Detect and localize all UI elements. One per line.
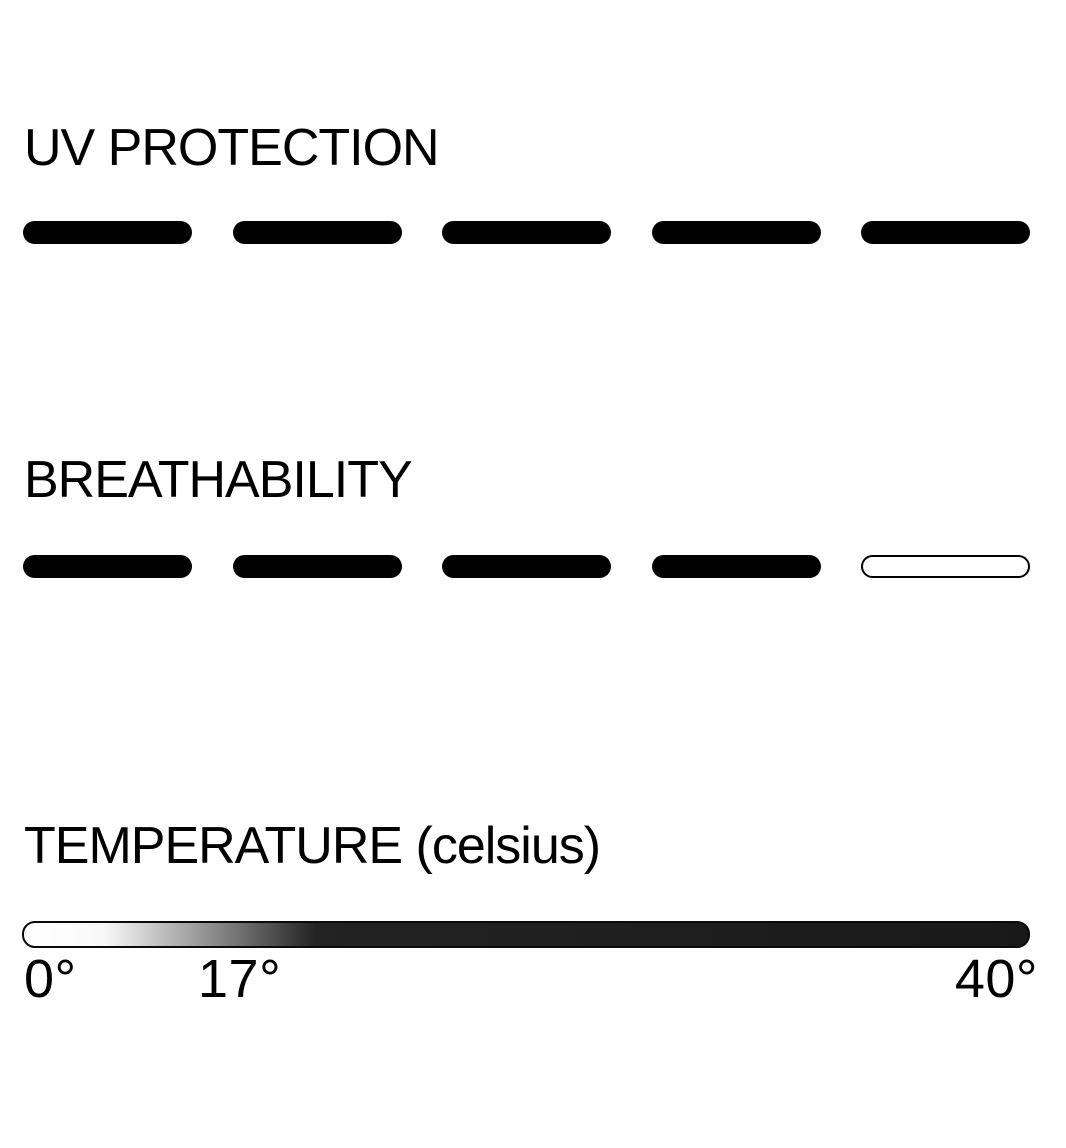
rating-segment-filled <box>232 221 402 244</box>
temperature-gradient-scale <box>22 921 1030 948</box>
temperature-label-max: 40° <box>954 949 1038 1009</box>
temperature-label-min: 0° <box>24 949 77 1009</box>
rating-segment-filled <box>861 221 1030 244</box>
rating-segment-filled <box>651 555 821 578</box>
uv-protection-title: UV PROTECTION <box>24 119 440 177</box>
rating-segment-filled <box>23 555 192 578</box>
temperature-scale-labels: 0° 17° 40° <box>0 952 1066 1012</box>
breathability-rating-bars <box>23 555 1030 578</box>
temperature-label-mid: 17° <box>198 949 282 1009</box>
rating-segment-filled <box>442 221 611 244</box>
rating-segment-filled <box>442 555 611 578</box>
uv-protection-rating-bars <box>23 221 1030 244</box>
rating-segment-filled <box>23 221 192 244</box>
rating-segment-empty <box>861 555 1030 578</box>
breathability-title: BREATHABILITY <box>24 451 413 509</box>
rating-segment-filled <box>232 555 402 578</box>
rating-segment-filled <box>651 221 821 244</box>
temperature-title: TEMPERATURE (celsius) <box>24 817 601 875</box>
